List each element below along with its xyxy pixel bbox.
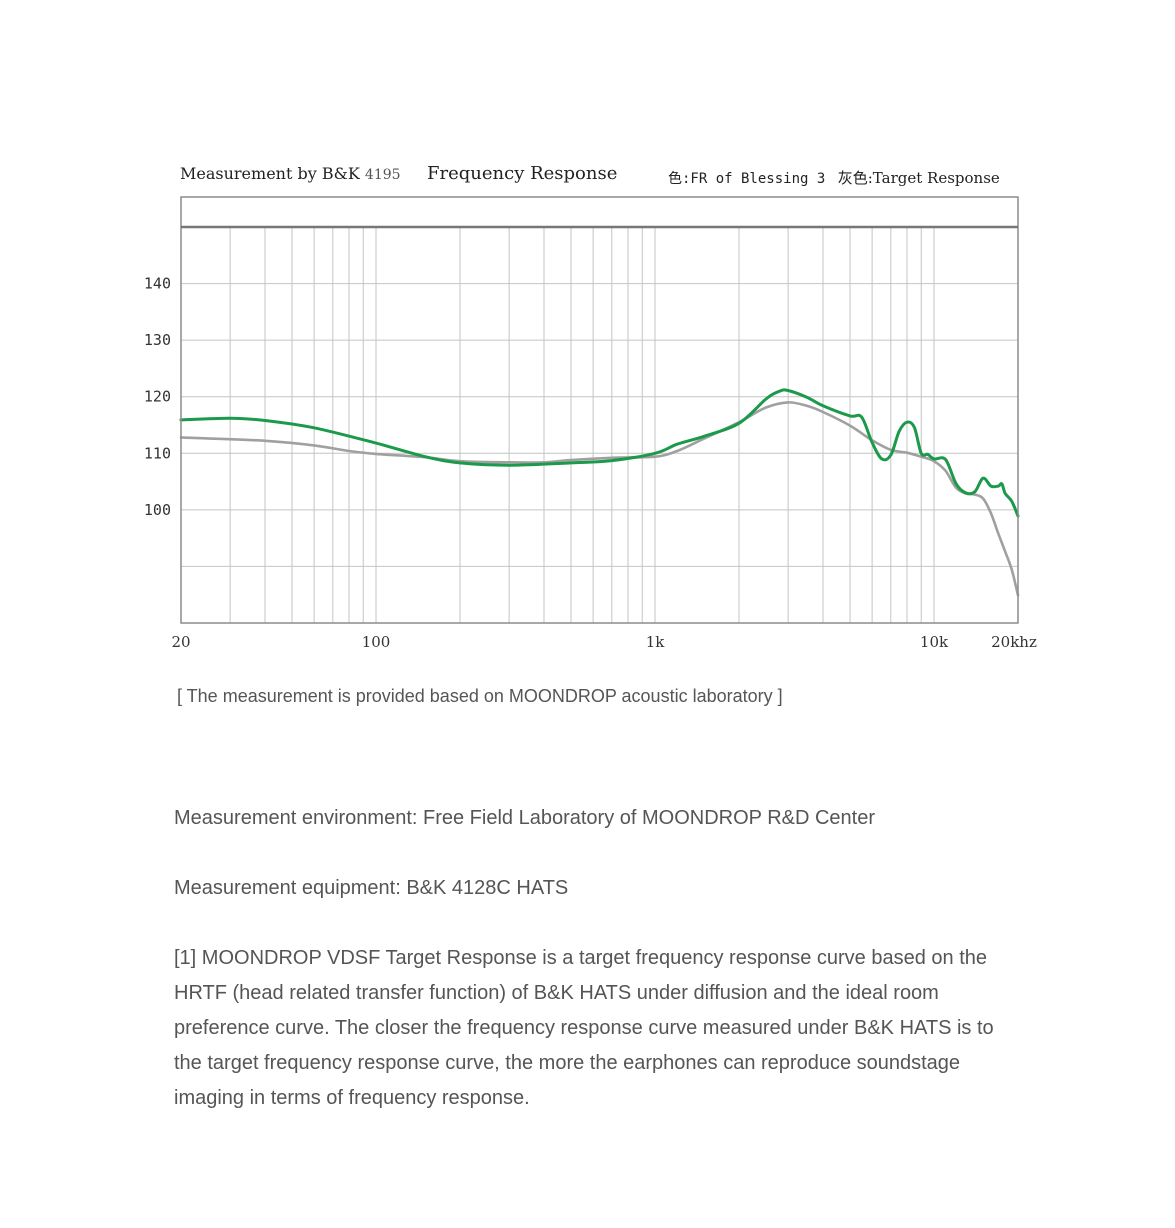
chart-frame <box>180 196 1019 624</box>
measurement-by-text: Measurement by B&K <box>180 164 360 183</box>
equipment-text: Measurement equipment: B&K 4128C HATS <box>174 877 569 899</box>
chart-series <box>179 388 1020 597</box>
y-tick-label: 130 <box>144 331 171 349</box>
y-tick-label: 120 <box>144 388 171 406</box>
y-tick-label: 140 <box>144 275 171 293</box>
y-tick-label: 100 <box>144 501 171 519</box>
x-tick-label: 1k <box>646 633 666 651</box>
x-tick-label: 10k <box>920 633 949 651</box>
x-tick-label: 100 <box>362 633 391 651</box>
x-tick-label: 20khz <box>991 633 1037 651</box>
x-tick-label: 20 <box>171 633 190 651</box>
measurement-model-text: 4195 <box>364 167 401 183</box>
chart-legend: 色:FR of Blessing 3 灰色:Target Response <box>668 167 1000 188</box>
frequency-response-chart: 140 130 120 110 100 20 100 1k 10k 20khz <box>144 196 1037 651</box>
chart-ticks: 140 130 120 110 100 20 100 1k 10k 20khz <box>144 275 1037 651</box>
description-text: [1] MOONDROP VDSF Target Response is a t… <box>174 947 994 1109</box>
series-line-blessing3 <box>179 388 1020 518</box>
plot-border <box>180 196 1019 624</box>
chart-grid <box>180 227 1019 623</box>
measurement-label: Measurement by B&K 4195 <box>180 164 401 183</box>
footer-note: [ The measurement is provided based on M… <box>177 686 783 706</box>
legend-green-label: 色:FR of Blessing 3 <box>668 171 826 187</box>
legend-gray-label: 灰色:Target Response <box>837 169 1000 187</box>
y-tick-label: 110 <box>144 444 171 462</box>
environment-text: Measurement environment: Free Field Labo… <box>174 807 876 829</box>
chart-title: Frequency Response <box>427 163 618 184</box>
